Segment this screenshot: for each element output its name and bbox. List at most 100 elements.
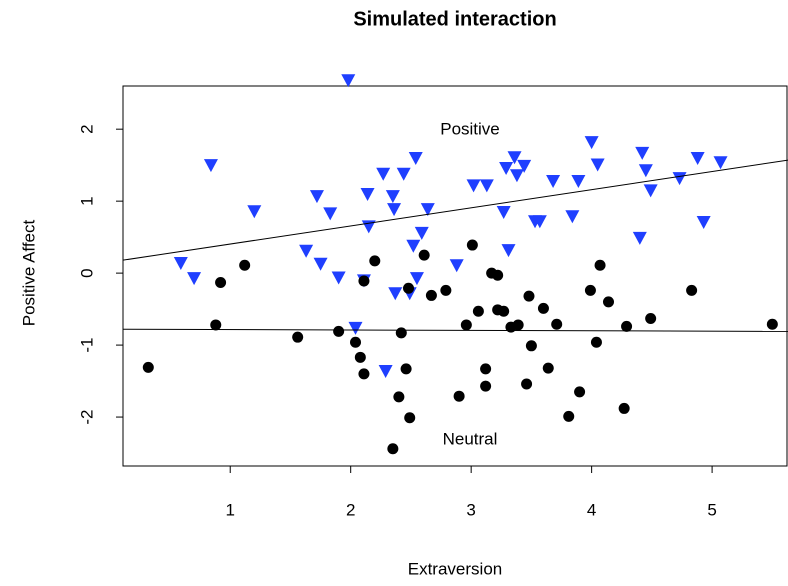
point (492, 269, 504, 281)
point (396, 167, 411, 181)
point (499, 162, 514, 176)
point (414, 226, 429, 240)
point (645, 312, 657, 324)
point (387, 203, 402, 217)
point (247, 205, 262, 219)
point (480, 363, 492, 375)
point (409, 272, 424, 286)
point (203, 159, 218, 173)
point (142, 361, 154, 373)
point (621, 320, 633, 332)
point (388, 287, 403, 301)
y-tick-label: -1 (77, 338, 96, 353)
point (323, 207, 338, 221)
point (460, 319, 472, 331)
point (369, 255, 381, 267)
point (479, 179, 494, 193)
point (348, 321, 363, 335)
point (618, 402, 630, 414)
point (498, 305, 510, 317)
point (602, 296, 614, 308)
point (713, 156, 728, 170)
point (638, 164, 653, 178)
point (509, 169, 524, 183)
y-tick-label: -2 (77, 409, 96, 424)
point (378, 365, 393, 378)
point (517, 159, 532, 173)
point (574, 386, 586, 398)
point (635, 146, 650, 160)
point (385, 190, 400, 204)
point (523, 290, 535, 302)
chart-title: Simulated interaction (353, 8, 556, 30)
point (594, 259, 606, 271)
point (571, 175, 586, 188)
point (210, 319, 222, 331)
point (632, 231, 647, 245)
point (584, 284, 596, 296)
point (406, 239, 421, 253)
y-tick-label: 2 (77, 124, 96, 133)
point (387, 443, 399, 455)
x-tick-label: 3 (466, 500, 475, 519)
point (501, 244, 516, 258)
point (643, 184, 658, 198)
x-tick-label: 5 (707, 500, 716, 519)
point (472, 305, 484, 317)
point (358, 275, 370, 287)
point (425, 289, 437, 301)
point (672, 172, 687, 186)
point (333, 325, 345, 337)
point (395, 327, 407, 339)
point (331, 271, 346, 285)
point (403, 282, 415, 294)
point (690, 151, 705, 165)
point (420, 203, 435, 217)
point (496, 205, 511, 219)
fit-line (122, 159, 788, 261)
point (292, 331, 304, 343)
x-tick-label: 4 (587, 500, 596, 519)
point (466, 179, 481, 193)
x-tick-label: 2 (346, 500, 355, 519)
series-label: Neutral (443, 429, 498, 448)
point (512, 319, 524, 331)
plot-frame (122, 85, 788, 467)
point (563, 410, 575, 422)
point (466, 239, 478, 251)
series-label: Positive (440, 119, 500, 138)
point (173, 257, 188, 271)
point (507, 151, 522, 165)
point (565, 210, 580, 224)
point (400, 363, 412, 375)
point (239, 259, 251, 271)
point (542, 362, 554, 374)
point (590, 336, 602, 348)
point (590, 158, 605, 172)
point (187, 272, 202, 286)
point (418, 249, 430, 261)
point (341, 74, 356, 88)
point (525, 340, 537, 352)
point (551, 318, 563, 330)
point (449, 259, 464, 273)
point (350, 336, 362, 348)
point (358, 368, 370, 380)
point (309, 190, 324, 204)
x-axis-label: Extraversion (408, 559, 502, 578)
point (354, 351, 366, 363)
point (453, 390, 465, 402)
point (537, 302, 549, 314)
x-tick-label: 1 (225, 500, 234, 519)
point (404, 412, 416, 424)
point (546, 175, 561, 188)
point (584, 136, 599, 150)
fit-line (122, 328, 788, 332)
y-axis-label: Positive Affect (19, 219, 38, 326)
point (440, 284, 452, 296)
point (215, 276, 227, 288)
point (696, 216, 711, 230)
point (299, 244, 314, 258)
point (360, 187, 375, 201)
